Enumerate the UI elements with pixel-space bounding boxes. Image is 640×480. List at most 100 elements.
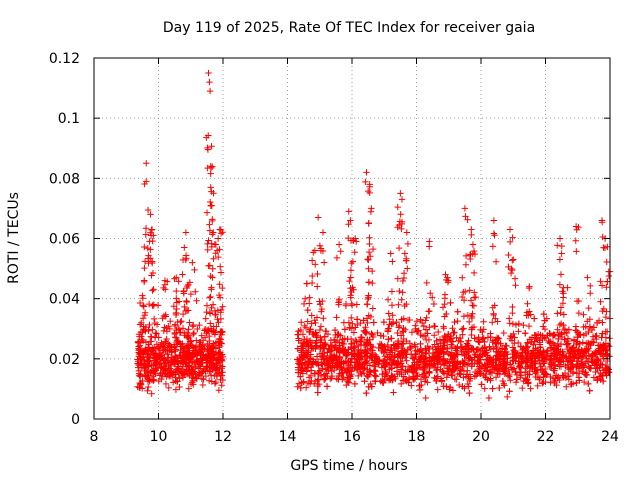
data-point xyxy=(349,349,356,357)
data-point xyxy=(484,334,492,341)
data-point xyxy=(431,353,438,360)
data-point xyxy=(519,346,526,354)
data-point xyxy=(509,344,516,351)
data-point xyxy=(430,361,438,368)
data-point xyxy=(464,312,472,319)
data-point xyxy=(575,223,582,231)
data-point xyxy=(454,308,461,315)
data-point xyxy=(520,321,527,329)
data-point xyxy=(574,347,582,354)
data-point xyxy=(316,242,324,249)
data-point xyxy=(441,333,449,341)
data-point xyxy=(509,320,517,328)
data-point xyxy=(211,354,218,362)
data-point xyxy=(337,248,344,255)
data-point xyxy=(351,380,359,388)
x-tick-label: 16 xyxy=(343,429,361,445)
data-point xyxy=(171,329,179,337)
data-point xyxy=(204,346,211,354)
data-point xyxy=(444,274,451,281)
data-point xyxy=(573,370,581,377)
data-point xyxy=(383,370,390,377)
data-point xyxy=(605,369,613,376)
data-point xyxy=(144,369,152,376)
data-point xyxy=(314,382,321,390)
data-point xyxy=(362,178,369,186)
data-point xyxy=(363,350,370,357)
data-point xyxy=(380,318,388,326)
data-point xyxy=(459,383,466,390)
data-point xyxy=(549,332,557,340)
data-point xyxy=(339,336,346,343)
data-point xyxy=(563,341,570,348)
data-point xyxy=(394,203,401,211)
data-point xyxy=(513,352,520,359)
data-point xyxy=(590,324,598,331)
data-point xyxy=(417,376,425,383)
data-point xyxy=(545,337,552,345)
data-point xyxy=(179,374,187,381)
data-point xyxy=(512,379,520,386)
data-point xyxy=(143,160,150,167)
data-point xyxy=(431,341,438,348)
data-point xyxy=(592,349,599,356)
data-point xyxy=(450,362,458,369)
data-point xyxy=(557,304,565,311)
data-point xyxy=(448,344,456,352)
data-point xyxy=(348,259,355,267)
data-point xyxy=(422,394,429,402)
data-point xyxy=(587,290,594,297)
data-point xyxy=(430,332,438,339)
data-point xyxy=(297,366,305,374)
data-point xyxy=(163,328,171,335)
data-point xyxy=(400,315,407,322)
data-point xyxy=(170,303,178,310)
data-point xyxy=(372,372,379,380)
data-point xyxy=(184,282,191,290)
data-point xyxy=(173,326,180,334)
data-point xyxy=(440,325,448,332)
data-point xyxy=(362,324,369,331)
data-point xyxy=(206,294,213,301)
data-point xyxy=(405,379,412,386)
data-point xyxy=(215,319,222,326)
data-point xyxy=(534,382,541,390)
data-point xyxy=(381,353,389,360)
data-point xyxy=(567,381,575,388)
data-point xyxy=(295,327,302,335)
data-point xyxy=(599,377,607,385)
data-point xyxy=(185,385,192,392)
data-point xyxy=(354,356,361,363)
data-point xyxy=(148,367,156,374)
data-point xyxy=(190,329,198,337)
data-point xyxy=(367,253,374,260)
data-point xyxy=(526,308,533,315)
data-point xyxy=(596,341,604,349)
data-point xyxy=(304,353,311,360)
data-point xyxy=(505,251,512,259)
data-point xyxy=(419,332,427,340)
data-point xyxy=(158,375,165,383)
data-point xyxy=(188,374,196,381)
data-point xyxy=(594,377,601,384)
data-point xyxy=(397,332,405,339)
data-point xyxy=(314,214,322,221)
data-point xyxy=(294,345,301,352)
data-point xyxy=(308,377,315,385)
data-point xyxy=(547,373,554,381)
data-point xyxy=(134,356,141,363)
data-point xyxy=(490,345,497,352)
data-point xyxy=(186,349,193,356)
data-point xyxy=(183,297,190,305)
data-point xyxy=(365,265,372,272)
data-point xyxy=(411,341,418,348)
data-point xyxy=(540,348,547,355)
data-point xyxy=(168,358,175,365)
data-point xyxy=(306,358,313,365)
x-tick-label: 8 xyxy=(90,429,99,445)
data-point xyxy=(311,370,319,377)
data-point xyxy=(149,237,156,245)
data-point xyxy=(471,289,478,296)
data-point xyxy=(150,351,157,358)
data-point xyxy=(563,383,570,390)
